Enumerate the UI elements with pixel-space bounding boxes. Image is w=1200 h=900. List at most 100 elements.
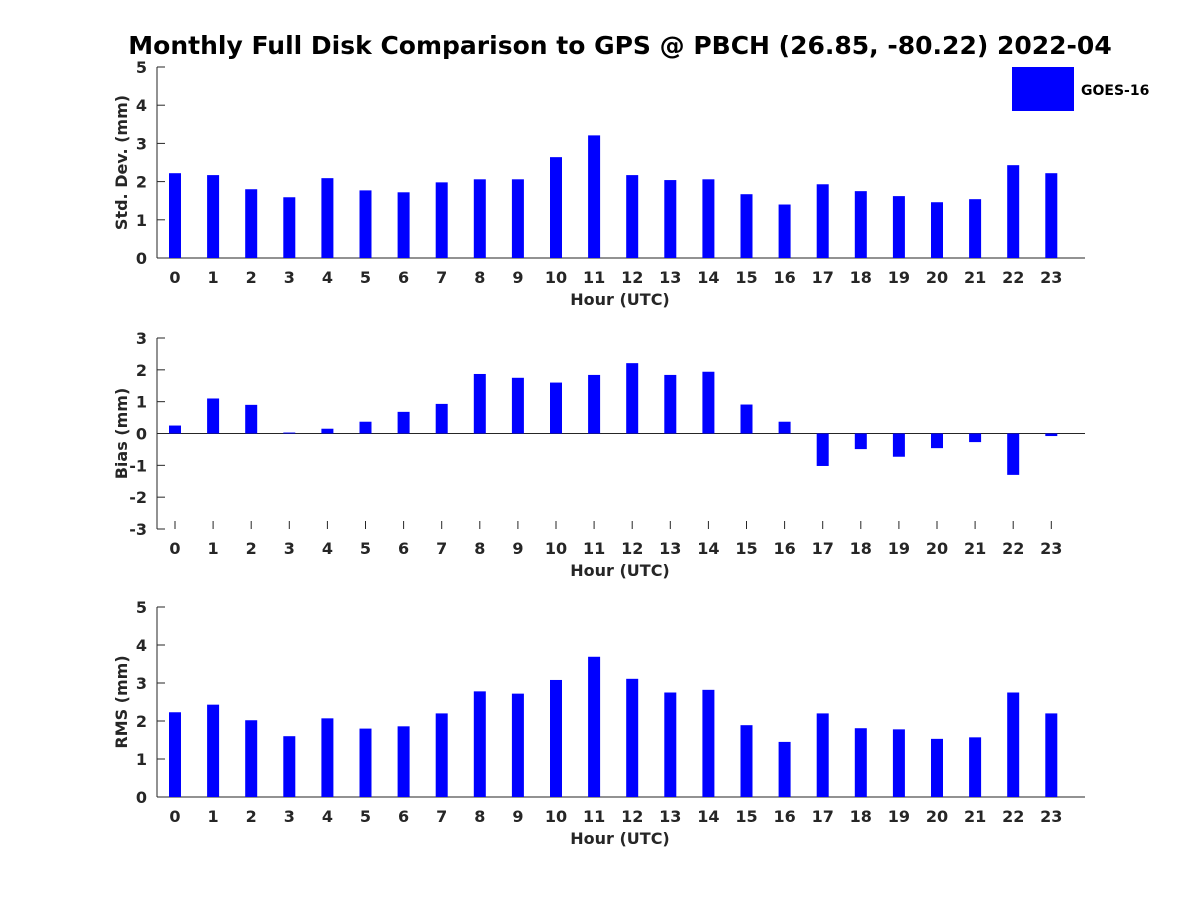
bar bbox=[816, 713, 829, 797]
y-tick-label: 3 bbox=[136, 134, 147, 153]
x-tick-label: 16 bbox=[773, 539, 795, 558]
y-tick-label: 3 bbox=[136, 329, 147, 348]
x-tick-label: 9 bbox=[512, 268, 523, 287]
x-tick-label: 7 bbox=[436, 539, 447, 558]
bar bbox=[892, 433, 905, 457]
bar bbox=[283, 197, 296, 258]
bar bbox=[435, 182, 448, 258]
bar bbox=[778, 421, 791, 434]
bar bbox=[702, 179, 715, 258]
x-tick-label: 6 bbox=[398, 807, 409, 826]
bar bbox=[245, 189, 258, 258]
x-tick-label: 13 bbox=[659, 539, 681, 558]
bar bbox=[854, 728, 867, 797]
x-tick-label: 3 bbox=[284, 807, 295, 826]
x-tick-label: 20 bbox=[926, 807, 948, 826]
bar bbox=[550, 157, 562, 258]
y-tick-label: -1 bbox=[129, 456, 147, 475]
bar bbox=[511, 179, 524, 258]
x-tick-label: 4 bbox=[322, 807, 333, 826]
bar bbox=[359, 421, 372, 434]
x-tick-label: 8 bbox=[474, 539, 485, 558]
bar bbox=[245, 720, 258, 797]
bar bbox=[931, 738, 943, 797]
y-tick-label: -2 bbox=[129, 488, 147, 507]
bar bbox=[397, 411, 410, 434]
x-tick-label: 1 bbox=[208, 807, 219, 826]
y-axis-label: Std. Dev. (mm) bbox=[112, 95, 131, 230]
x-tick-label: 23 bbox=[1040, 539, 1062, 558]
y-tick-label: 3 bbox=[136, 674, 147, 693]
x-tick-label: 14 bbox=[697, 268, 719, 287]
bar bbox=[473, 373, 486, 434]
x-tick-label: 0 bbox=[169, 539, 180, 558]
bar bbox=[1007, 433, 1020, 475]
bar bbox=[626, 175, 639, 258]
x-tick-label: 15 bbox=[735, 268, 757, 287]
bar bbox=[664, 374, 677, 434]
x-tick-label: 4 bbox=[322, 268, 333, 287]
bar bbox=[283, 432, 296, 434]
bar bbox=[969, 199, 982, 258]
x-tick-label: 1 bbox=[208, 268, 219, 287]
bar bbox=[207, 704, 220, 797]
bar bbox=[664, 692, 677, 797]
y-tick-label: 2 bbox=[136, 173, 147, 192]
x-tick-label: 21 bbox=[964, 539, 986, 558]
bar bbox=[397, 192, 410, 258]
bar bbox=[702, 689, 715, 797]
x-tick-label: 22 bbox=[1002, 539, 1024, 558]
x-tick-label: 4 bbox=[322, 539, 333, 558]
x-tick-label: 23 bbox=[1040, 807, 1062, 826]
bar bbox=[816, 433, 829, 466]
x-tick-label: 2 bbox=[246, 807, 257, 826]
x-axis-label: Hour (UTC) bbox=[570, 829, 670, 848]
x-tick-label: 19 bbox=[888, 539, 910, 558]
bar bbox=[1045, 433, 1058, 437]
x-tick-label: 9 bbox=[512, 539, 523, 558]
y-tick-label: 4 bbox=[136, 96, 147, 115]
bar bbox=[1045, 713, 1058, 797]
x-tick-label: 19 bbox=[888, 268, 910, 287]
y-tick-label: 1 bbox=[136, 750, 147, 769]
y-tick-label: 0 bbox=[136, 249, 147, 268]
bar bbox=[626, 678, 639, 797]
chart-title: Monthly Full Disk Comparison to GPS @ PB… bbox=[128, 31, 1111, 60]
bar bbox=[778, 204, 791, 258]
x-tick-label: 18 bbox=[850, 807, 872, 826]
y-tick-label: 1 bbox=[136, 393, 147, 412]
y-tick-label: 0 bbox=[136, 788, 147, 807]
bar bbox=[588, 135, 601, 258]
bar bbox=[892, 729, 905, 797]
bar bbox=[1007, 165, 1020, 258]
bar bbox=[321, 428, 334, 434]
bar bbox=[931, 433, 943, 449]
bar bbox=[169, 425, 181, 434]
x-tick-label: 9 bbox=[512, 807, 523, 826]
y-tick-label: 5 bbox=[136, 598, 147, 617]
bar bbox=[397, 726, 410, 797]
x-tick-label: 13 bbox=[659, 268, 681, 287]
bar bbox=[435, 403, 448, 434]
x-axis-label: Hour (UTC) bbox=[570, 561, 670, 580]
bar bbox=[473, 691, 486, 797]
bar bbox=[511, 693, 524, 797]
x-tick-label: 2 bbox=[246, 268, 257, 287]
x-tick-label: 3 bbox=[284, 268, 295, 287]
bar bbox=[245, 404, 258, 434]
y-tick-label: 4 bbox=[136, 636, 147, 655]
bar bbox=[435, 713, 448, 797]
bar bbox=[588, 374, 601, 434]
bar bbox=[550, 679, 562, 797]
x-tick-label: 6 bbox=[398, 268, 409, 287]
legend: GOES-16 bbox=[1012, 67, 1149, 111]
x-tick-label: 16 bbox=[773, 268, 795, 287]
x-tick-label: 7 bbox=[436, 268, 447, 287]
bar bbox=[359, 190, 372, 258]
x-tick-label: 22 bbox=[1002, 268, 1024, 287]
x-tick-label: 0 bbox=[169, 807, 180, 826]
x-tick-label: 11 bbox=[583, 539, 605, 558]
